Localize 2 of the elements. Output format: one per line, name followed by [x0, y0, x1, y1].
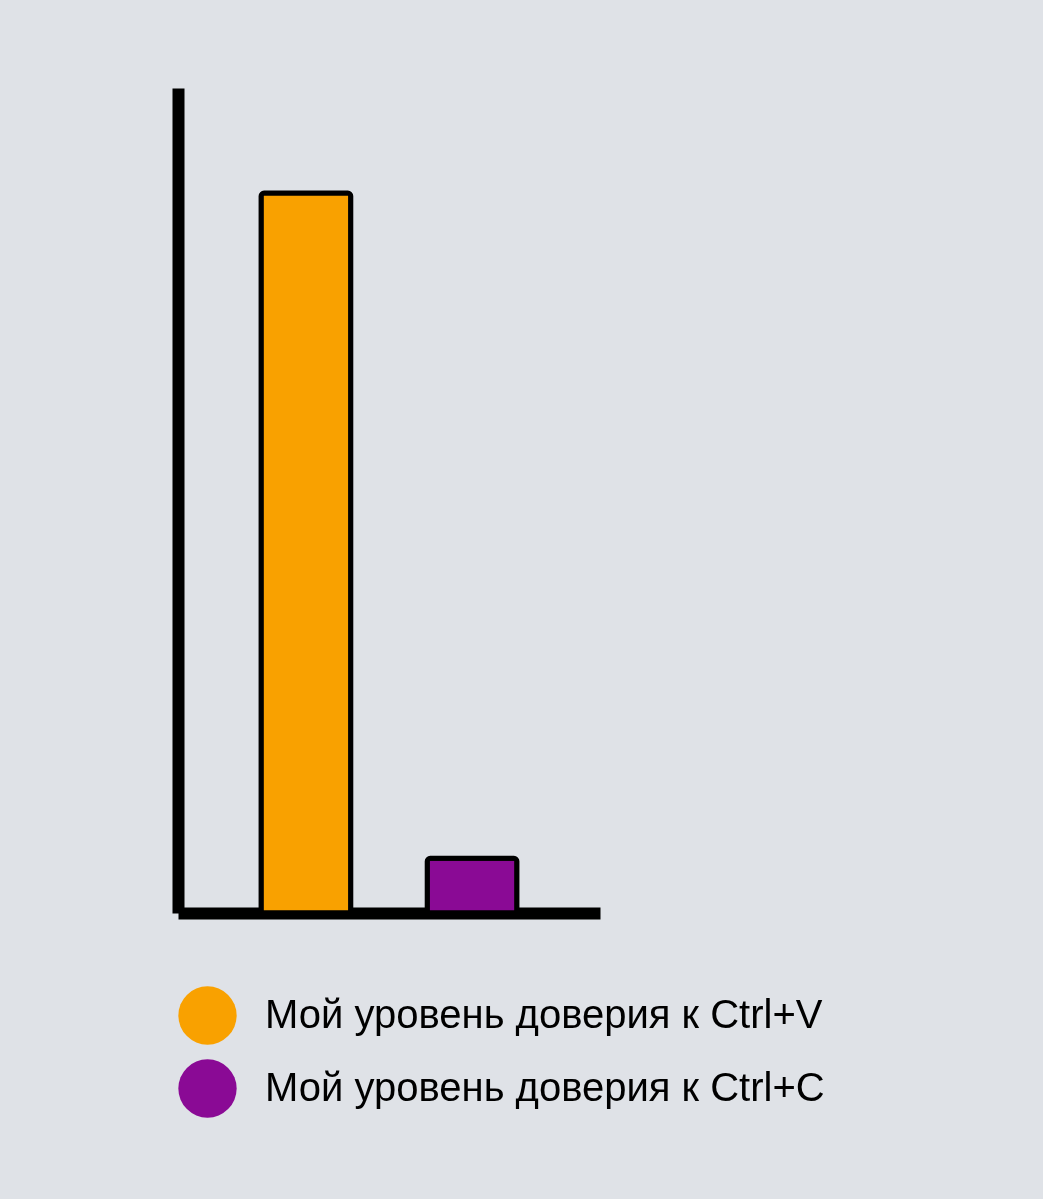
legend-label: Мой уровень доверия к Ctrl+C: [265, 1064, 825, 1109]
legend-label: Мой уровень доверия к Ctrl+V: [265, 991, 823, 1036]
